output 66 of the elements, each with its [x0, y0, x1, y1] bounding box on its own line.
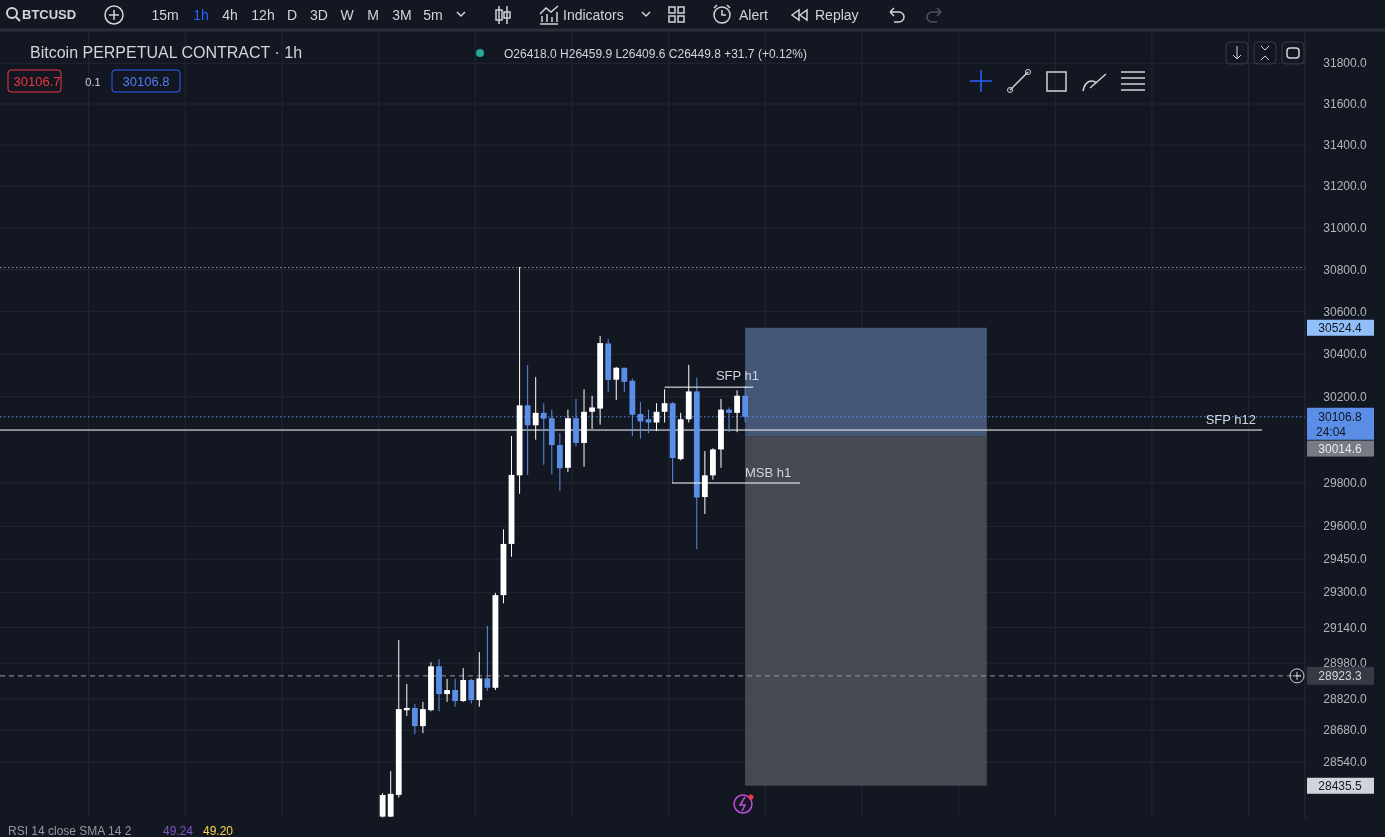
y-tick-label: 31600.0	[1323, 97, 1368, 111]
candlestick	[411, 703, 418, 735]
candlestick	[444, 678, 450, 703]
candlestick	[403, 683, 410, 717]
y-tick-label: 30600.0	[1323, 304, 1368, 319]
y-tick-label: 29600.0	[1323, 519, 1368, 534]
candlestick	[661, 388, 668, 424]
annotation: 30106.8	[122, 74, 170, 89]
y-tick-label: 28820.0	[1323, 691, 1368, 706]
y-tick-label: 28540.0	[1323, 755, 1368, 770]
candlestick	[460, 667, 467, 703]
text: 4h	[222, 7, 238, 23]
y-tick-label: 31000.0	[1323, 220, 1368, 235]
text: Indicators	[563, 7, 624, 23]
text: Bitcoin PERPETUAL CONTRACT · 1h	[30, 44, 303, 61]
candlestick	[701, 450, 708, 515]
y-tick-label: 29140.0	[1323, 620, 1368, 635]
candlestick	[452, 678, 459, 708]
text: 5m	[423, 7, 443, 23]
y-tick-label: 29450.0	[1323, 552, 1368, 567]
text: BTCUSD	[22, 7, 77, 22]
y-tick-label: 31800.0	[1323, 56, 1368, 71]
candlestick	[476, 651, 483, 708]
y-tick-label: 28980.0	[1323, 656, 1368, 671]
text: 1h	[193, 7, 209, 23]
y-tick-label: 30800.0	[1323, 262, 1368, 277]
text: W	[340, 7, 355, 23]
text: 3M	[392, 7, 412, 23]
text: M	[367, 7, 379, 23]
candlestick	[621, 367, 628, 393]
candlestick	[556, 432, 563, 492]
text: D	[286, 7, 298, 23]
text: 15m	[151, 7, 179, 23]
candlestick	[379, 792, 386, 819]
candlestick	[468, 678, 475, 704]
text: 30524.4	[1318, 321, 1363, 336]
y-tick-label: 29300.0	[1323, 585, 1368, 600]
y-tick-label: 31200.0	[1323, 179, 1368, 194]
text: RSI 14 close SMA 14 2	[8, 824, 132, 837]
y-tick-label: 31400.0	[1323, 138, 1368, 153]
text: 12h	[251, 7, 275, 23]
candlestick	[726, 406, 732, 433]
annotation: 0.1	[85, 76, 101, 88]
y-tick-label: 29800.0	[1323, 475, 1368, 490]
text: 49.24	[163, 824, 194, 837]
text: 28435.5	[1318, 779, 1363, 794]
text: Alert	[739, 7, 768, 23]
text: O26418.0 H26459.9 L26409.6 C26449.8 +31.7 (+0.12%)	[504, 47, 807, 61]
y-tick-label: 30200.0	[1323, 389, 1368, 404]
annotation: SFP h1	[715, 368, 760, 384]
text: 3D	[310, 7, 328, 23]
annotation: 30106.7	[13, 74, 61, 89]
text: Replay	[815, 7, 859, 23]
text: 24:04	[1316, 425, 1347, 439]
text: 30014.6	[1318, 442, 1363, 457]
ref-line-label: 28923.3	[1318, 669, 1363, 684]
y-tick-label: 28680.0	[1323, 723, 1368, 738]
candlestick	[420, 701, 426, 734]
candlestick	[387, 770, 394, 818]
candlestick	[484, 625, 491, 692]
text: 49.20	[203, 824, 234, 837]
ref-line-label: SFP h12	[1205, 412, 1256, 428]
candlestick	[613, 366, 620, 401]
y-tick-label: 30400.0	[1323, 347, 1368, 362]
ref-line-label: 30106.8	[1318, 410, 1363, 425]
annotation: MSB h1	[745, 465, 792, 480]
